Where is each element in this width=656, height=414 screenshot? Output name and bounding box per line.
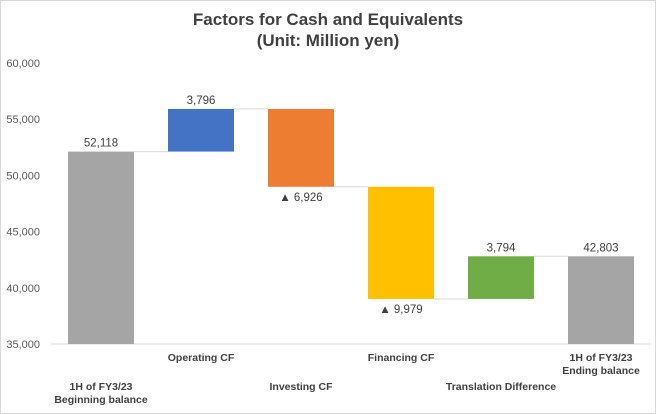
bar [468,256,534,299]
data-labels: 52,118 3,796 ▲ 6,926 ▲ 9,979 3,794 42,803 [84,95,619,316]
y-tick-label: 60,000 [6,58,40,70]
chart-title-line: Factors for Cash and Equivalents [193,10,463,29]
category-label: Ending balance [562,365,640,377]
bar [568,256,634,344]
bar [168,108,234,152]
data-label: ▲ 9,979 [379,304,422,316]
chart-title: Factors for Cash and Equivalents (Unit: M… [193,10,463,50]
y-tick-label: 45,000 [6,227,40,239]
bars [68,108,634,344]
chart-title-line: (Unit: Million yen) [257,31,400,50]
bar [268,108,334,187]
connectors [134,108,568,300]
category-label: Financing CF [368,352,435,364]
data-label: 42,803 [583,242,618,254]
category-label: 1H of FY3/23 [569,352,632,364]
data-label: 3,794 [487,242,516,254]
category-label: Beginning balance [54,394,148,406]
data-label: 52,118 [84,138,118,150]
y-axis: 35,000 40,000 45,000 50,000 55,000 60,000 [6,58,651,351]
category-label: Investing CF [269,381,333,393]
data-label: 3,796 [187,95,216,107]
y-tick-label: 55,000 [6,114,40,126]
y-tick-label: 35,000 [6,339,40,351]
category-label: 1H of FY3/23 [69,381,132,393]
data-label: ▲ 6,926 [279,192,322,204]
category-label: Operating CF [168,352,235,364]
y-tick-label: 50,000 [6,170,40,182]
bar [368,186,434,299]
category-label: Translation Difference [446,381,556,393]
y-tick-label: 40,000 [6,283,40,295]
bar [68,151,134,344]
